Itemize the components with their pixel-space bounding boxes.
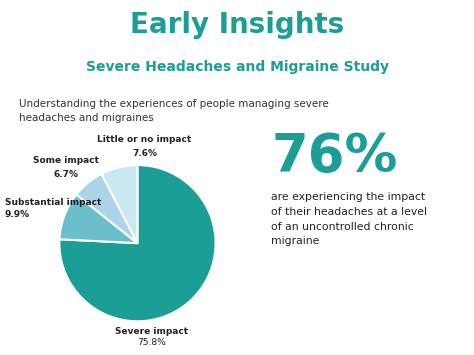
Text: 7.6%: 7.6% (132, 149, 157, 158)
Wedge shape (59, 195, 137, 243)
Text: Severe impact: Severe impact (115, 327, 188, 337)
Text: are experiencing the impact
of their headaches at a level
of an uncontrolled chr: are experiencing the impact of their hea… (271, 192, 427, 246)
Text: Understanding the experiences of people managing severe
headaches and migraines: Understanding the experiences of people … (19, 99, 328, 124)
Text: 76%: 76% (271, 131, 398, 183)
Text: Early Insights: Early Insights (130, 11, 344, 39)
Text: Some impact: Some impact (33, 156, 100, 165)
Text: Severe Headaches and Migraine Study: Severe Headaches and Migraine Study (85, 60, 389, 74)
Text: 9.9%: 9.9% (5, 210, 30, 219)
Text: 6.7%: 6.7% (54, 170, 79, 179)
Text: Little or no impact: Little or no impact (98, 135, 191, 144)
Text: 75.8%: 75.8% (137, 338, 166, 347)
Wedge shape (76, 174, 137, 243)
Wedge shape (59, 165, 216, 321)
Text: Substantial impact: Substantial impact (5, 198, 101, 207)
Wedge shape (101, 165, 137, 243)
